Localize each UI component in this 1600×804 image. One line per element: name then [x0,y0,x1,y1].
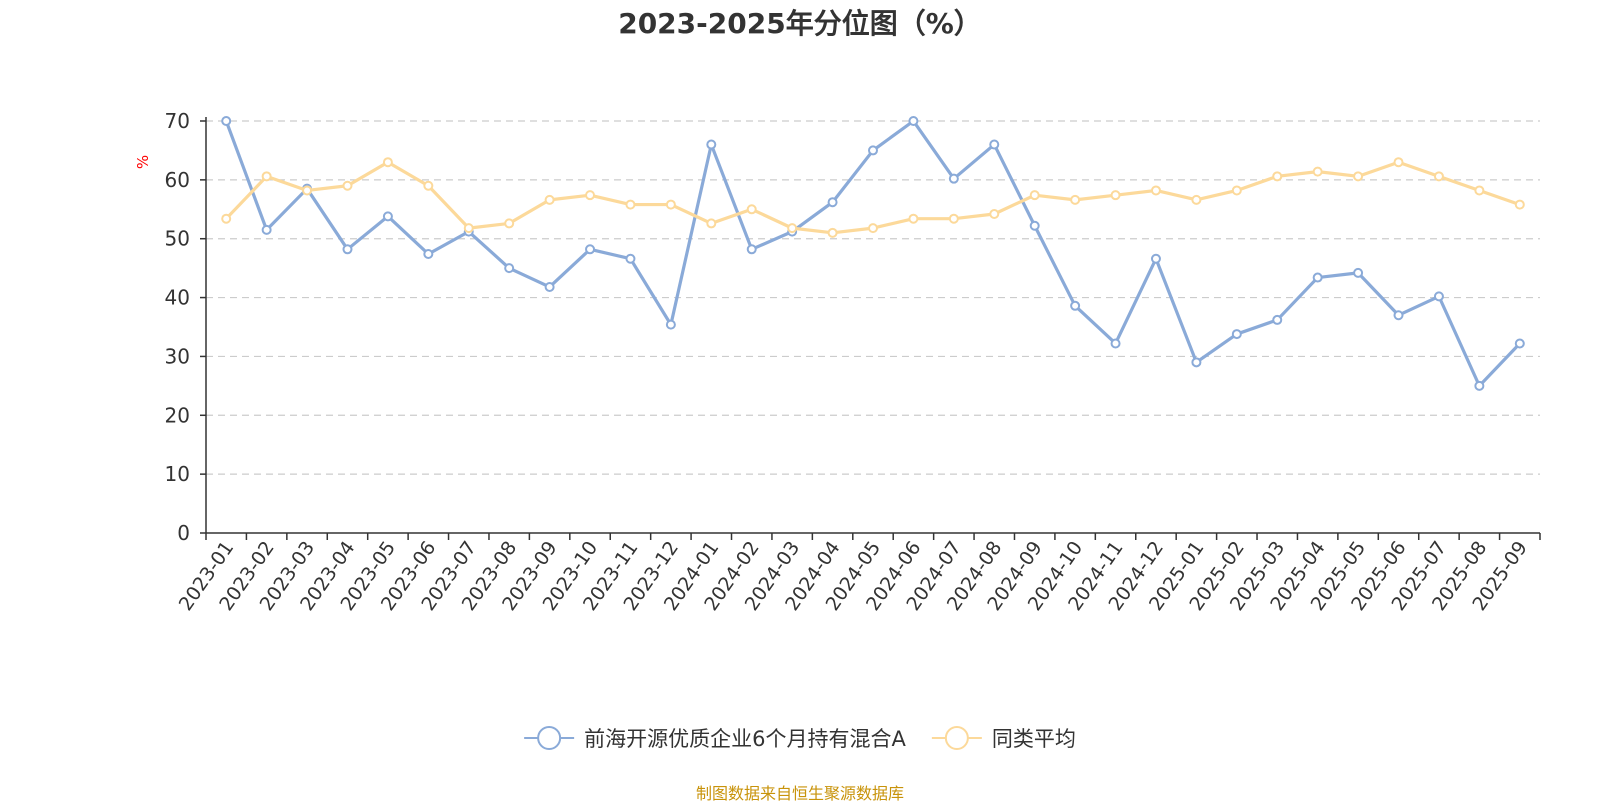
data-point [382,157,393,168]
gridlines [206,120,1540,475]
data-point [1312,166,1323,177]
data-point [665,319,676,330]
data-point [868,223,878,234]
series-line [224,119,1521,388]
legend-item-1: 同类平均 [931,726,1076,751]
data-point [989,139,1000,150]
data-source-footer: 制图数据来自恒生聚源数据库 [695,784,904,803]
axes: 0102030405060702023-012023-022023-032023… [165,109,1541,615]
data-point [787,223,798,234]
data-point [1191,357,1202,368]
data-point [1070,300,1081,311]
data-point [1474,380,1485,391]
data-point [908,213,919,224]
data-point [1433,171,1444,182]
data-point [827,227,838,238]
data-point [1514,199,1525,210]
legend-marker [537,726,562,750]
data-point [868,145,878,156]
data-point [1231,185,1242,196]
legend-marker [944,726,969,750]
data-point [1353,267,1364,278]
data-point [342,244,353,255]
data-point [989,208,1000,219]
data-point [706,139,717,150]
legend-label: 前海开源优质企业6个月持有混合A [584,727,906,751]
data-point [544,281,555,292]
series-0 [221,116,1525,391]
data-point [1029,220,1040,231]
data-point [463,223,474,234]
chart-title: 2023-2025年分位图（%） [618,7,982,40]
data-point [1070,194,1081,205]
data-point [504,218,515,229]
data-point [1110,338,1121,349]
legend-label: 同类平均 [992,727,1076,751]
data-point [746,244,757,255]
data-point [1433,291,1444,302]
series-lines [221,116,1525,391]
data-point [1110,190,1121,201]
data-point [1312,272,1323,283]
data-point [1353,171,1364,182]
data-point [625,253,636,264]
data-point [1272,171,1283,182]
data-point [1150,185,1161,196]
y-tick-label: 40 [165,286,190,310]
data-point [1029,190,1040,201]
legend-item-0: 前海开源优质企业6个月持有混合A [524,726,906,751]
data-point [221,213,232,224]
data-point [261,171,272,182]
data-point [706,218,717,229]
data-point [625,199,636,210]
y-tick-label: 20 [165,403,190,427]
data-point [342,180,353,191]
data-point [261,224,272,235]
y-tick-label: 70 [165,109,190,133]
data-point [221,116,232,126]
data-point [908,116,919,126]
y-axis-unit-label: % [134,155,152,169]
y-tick-label: 0 [177,521,190,545]
data-point [827,197,838,208]
data-point [1474,185,1485,196]
series-line [225,160,1521,235]
data-point [665,199,676,210]
data-point [746,204,757,215]
y-tick-label: 10 [165,462,190,486]
legend: 前海开源优质企业6个月持有混合A 同类平均 [524,726,1076,751]
data-point [302,185,313,196]
y-tick-label: 30 [165,344,190,368]
series-1 [221,157,1525,238]
data-point [948,173,959,184]
data-point [1272,314,1283,325]
data-point [1393,157,1404,168]
data-point [1150,253,1161,264]
y-tick-label: 50 [165,227,190,251]
data-point [382,211,393,222]
data-point [544,194,555,205]
data-point [1231,329,1242,340]
y-tick-label: 60 [165,168,190,192]
data-point [1191,194,1202,205]
data-point [585,190,596,201]
data-point [1393,310,1404,321]
data-point [423,249,434,260]
data-point [423,180,434,191]
data-point [585,244,596,255]
data-point [948,213,959,224]
data-point [1514,338,1525,349]
data-point [504,263,515,274]
